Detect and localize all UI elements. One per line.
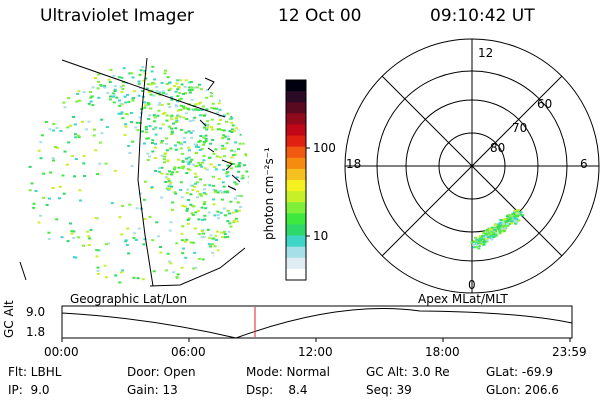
- timeline-y-top: 9.0: [26, 305, 46, 319]
- colorbar-unit-label: photon cm⁻²s⁻¹: [262, 147, 276, 240]
- timeline-ylabel: GC Alt: [2, 300, 16, 338]
- colorbar-tick-100: 100: [313, 141, 336, 155]
- glon-info: GLon: 206.6: [486, 383, 559, 397]
- gain-info: Gain: 13: [127, 383, 178, 397]
- mode-info: Mode: Normal: [246, 365, 330, 379]
- altitude-timeline: [61, 305, 573, 342]
- timeline-tick-4: 23:59: [552, 345, 587, 359]
- lat-60-label: 60: [537, 97, 553, 111]
- mlt-0-label: 0: [468, 278, 476, 292]
- aurora-oval-patch: [470, 209, 524, 250]
- polar-plot: [344, 38, 600, 294]
- date-label: 12 Oct 00: [278, 6, 362, 26]
- geographic-image: [19, 57, 249, 287]
- lat-70-label: 70: [512, 121, 528, 135]
- altitude-curve: [61, 308, 573, 339]
- mlt-6-label: 6: [580, 157, 588, 171]
- lat-80-label: 80: [490, 141, 506, 155]
- instrument-title: Ultraviolet Imager: [40, 6, 194, 26]
- colorbar: [285, 79, 310, 281]
- meridian-line: [61, 59, 226, 118]
- geographic-panel-label: Geographic Lat/Lon: [70, 292, 188, 306]
- seq-info: Seq: 39: [366, 383, 412, 397]
- apex-panel-label: Apex MLat/MLT: [418, 292, 508, 306]
- mlt-18-label: 18: [346, 157, 362, 171]
- timeline-tick-1: 06:00: [171, 345, 206, 359]
- gc-alt-info: GC Alt: 3.0 Re: [366, 365, 450, 379]
- longitude-line: [137, 57, 154, 287]
- filter-info: Flt: LBHL: [8, 365, 62, 379]
- timeline-y-bottom: 1.8: [26, 325, 46, 339]
- ip-info: IP: 9.0: [8, 383, 50, 397]
- mlt-12-label: 12: [478, 46, 494, 60]
- latitude-line: [149, 247, 246, 287]
- time-label: 09:10:42 UT: [430, 6, 535, 26]
- dsp-info: Dsp: 8.4: [246, 383, 308, 397]
- coastline: [19, 77, 241, 281]
- timeline-tick-3: 18:00: [425, 345, 460, 359]
- timeline-tick-2: 12:00: [298, 345, 333, 359]
- glat-info: GLat: -69.9: [486, 365, 553, 379]
- timeline-tick-0: 00:00: [44, 345, 79, 359]
- door-info: Door: Open: [127, 365, 196, 379]
- colorbar-tick-10: 10: [313, 229, 329, 243]
